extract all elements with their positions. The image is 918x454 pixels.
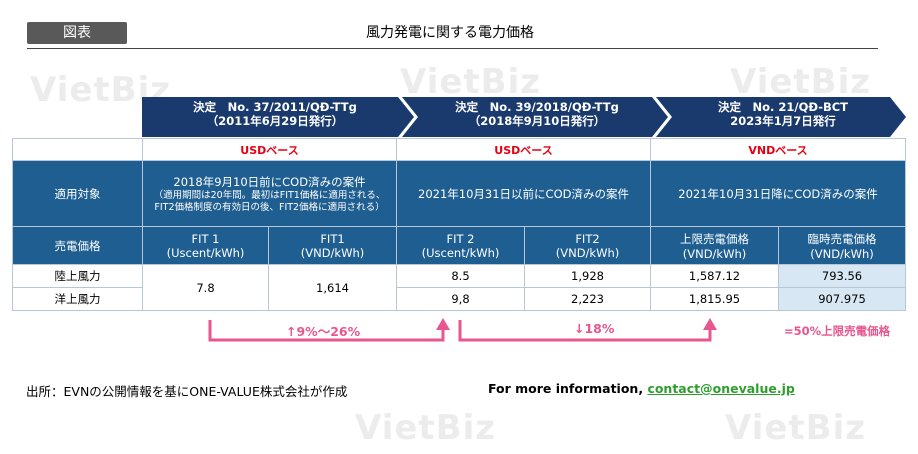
table-cell: 1,815.95 — [650, 287, 779, 311]
applicable-note: （適用期間は20年間。最初はFIT1価格に適用される、FIT2価格制度の有効日の… — [153, 189, 386, 213]
currency-band: USDベース — [396, 138, 651, 161]
row-label-price: 売電価格 — [12, 226, 143, 265]
decision-label-3: 決定 No. 21/QĐ-BCT 2023年1月7日発行 — [717, 100, 849, 128]
price-header-row: 売電価格 FIT 1 (Uscent/kWh) FIT1 (VND/kWh) FIT… — [12, 226, 906, 265]
table-row: 陸上風力 7.8 1,614 8.5 1,928 1,587.12 793.56 — [12, 264, 906, 311]
price-header: FIT1 (VND/kWh) — [268, 226, 397, 265]
change-label-2: ↓18% — [574, 321, 615, 336]
decision-label-2: 決定 No. 39/2018/QĐ-TTg （2018年9月10日発行） — [455, 100, 619, 128]
decision-label-1: 決定 No. 37/2011/QĐ-TTg （2011年6月29日発行） — [193, 100, 357, 128]
watermark: VietBiz — [725, 408, 867, 448]
applicable-cell: 2021年10月31日降にCOD済みの案件 — [650, 160, 906, 227]
figure-tag: 図表 — [27, 22, 127, 44]
table-row: 洋上風力 9,8 2,223 1,815.95 907.975 — [12, 287, 906, 311]
price-table: USDベース USDベース VNDベース 適用対象 2018年9月10日前にCO… — [12, 138, 906, 311]
price-header: FIT 2 (Uscent/kWh) — [396, 226, 525, 265]
fit1-vnd-value: 1,614 — [268, 264, 397, 311]
price-header: 臨時売電価格 (VND/kWh) — [778, 226, 906, 265]
change-bracket-1 — [208, 320, 445, 342]
half-ceiling-note: =50%上限売電価格 — [784, 324, 891, 338]
corner-cell — [12, 138, 143, 161]
arrow-up-icon — [436, 318, 450, 330]
decision-arrow-3 — [656, 97, 906, 137]
change-bracket-2 — [458, 320, 712, 342]
table-cell: 2,223 — [524, 287, 651, 311]
decision-arrows — [142, 97, 906, 137]
table-cell: 1,587.12 — [650, 264, 779, 288]
currency-band: VNDベース — [650, 138, 906, 161]
row-label-applicable: 適用対象 — [12, 160, 143, 227]
watermark: VietBiz — [355, 408, 497, 448]
source-note: 出所：EVNの公開情報を基にONE-VALUE株式会社が作成 — [26, 384, 348, 399]
fit1-uscent-value: 7.8 — [142, 264, 269, 311]
price-header: FIT 1 (Uscent/kWh) — [142, 226, 269, 265]
table-cell: 1,928 — [524, 264, 651, 288]
title-divider — [27, 48, 878, 49]
page-title: 風力発電に関する電力価格 — [366, 25, 534, 41]
watermark: VietBiz — [730, 62, 872, 102]
contact-line: For more information, contact@onevalue.j… — [488, 381, 795, 396]
contact-prefix: For more information, — [488, 381, 648, 396]
price-header: 上限売電価格 (VND/kWh) — [650, 226, 779, 265]
row-label-offshore: 洋上風力 — [12, 287, 143, 311]
arrow-up-icon — [703, 318, 717, 330]
change-brackets — [208, 318, 717, 342]
applicable-cell: 2021年10月31日以前にCOD済みの案件 — [396, 160, 651, 227]
watermark: VietBiz — [400, 62, 542, 102]
table-cell: 793.56 — [778, 264, 906, 288]
decision-arrow-1 — [142, 97, 414, 137]
table-cell: 907.975 — [778, 287, 906, 311]
table-cell: 9,8 — [396, 287, 525, 311]
change-label-1: ↑9%～26% — [286, 324, 361, 339]
decision-arrow-2 — [402, 97, 668, 137]
contact-link[interactable]: contact@onevalue.jp — [647, 381, 795, 396]
applicable-cell: 2018年9月10日前にCOD済みの案件 （適用期間は20年間。最初はFIT1価… — [142, 160, 397, 227]
applicable-row: 適用対象 2018年9月10日前にCOD済みの案件 （適用期間は20年間。最初は… — [12, 160, 906, 227]
table-cell: 8.5 — [396, 264, 525, 288]
applicable-main: 2018年9月10日前にCOD済みの案件 — [173, 174, 366, 189]
